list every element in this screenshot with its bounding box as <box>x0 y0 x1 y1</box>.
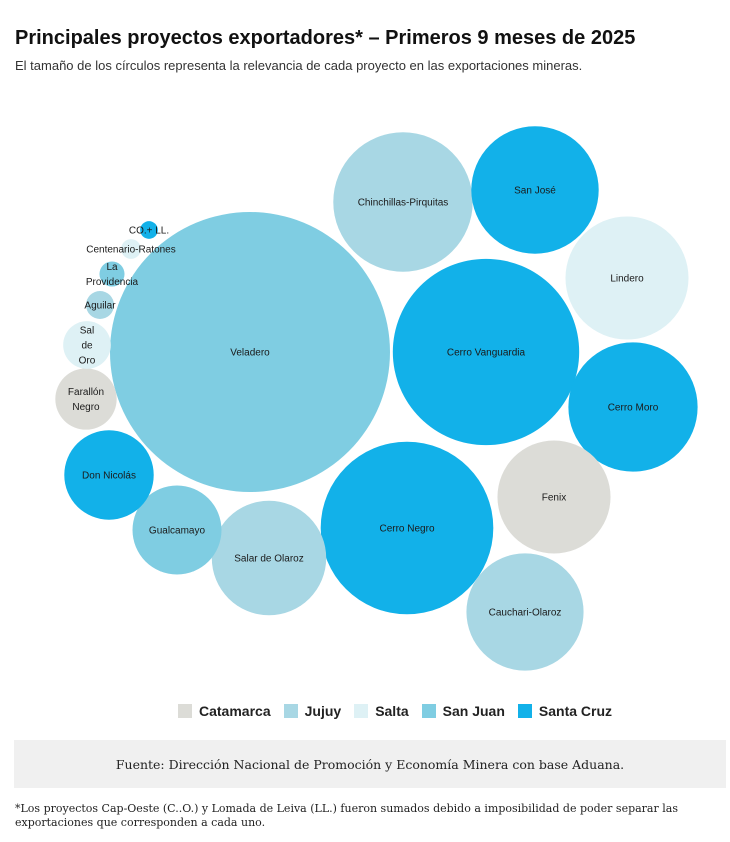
bubble-label-cerro-moro: Cerro Moro <box>608 403 659 414</box>
bubble-circle-lindero <box>565 216 689 340</box>
bubble-don-nicolas: Don Nicolás <box>64 430 154 520</box>
bubble-circle-centenario-ratones <box>121 239 141 259</box>
bubble-chart: Veladero Cerro Vanguardia Cerro Negro Chinc… <box>55 126 698 671</box>
bubble-label-veladero: Veladero <box>230 348 270 359</box>
bubble-label-farallon-negro: Farallón <box>68 387 104 398</box>
bubble-label-lindero: Lindero <box>610 274 644 285</box>
bubble-chinchillas-pirquitas: Chinchillas-Pirquitas <box>333 132 473 272</box>
legend-item-catamarca: Catamarca <box>178 703 271 719</box>
bubble-circle-co-ll <box>140 221 158 239</box>
bubble-sal-de-oro: Sal de Oro <box>63 321 111 369</box>
bubble-circle-farallon-negro <box>55 368 117 430</box>
legend-label-san-juan: San Juan <box>442 703 505 719</box>
bubble-cerro-moro: Cerro Moro <box>568 342 698 472</box>
bubble-circle-cauchari-olaroz <box>466 553 584 671</box>
source-text: Fuente: Dirección Nacional de Promoción … <box>115 756 625 772</box>
bubble-circle-aguilar <box>86 291 114 319</box>
bubble-fenix: Fenix <box>497 440 611 554</box>
legend-label-santa-cruz: Santa Cruz <box>538 703 613 719</box>
legend-swatch-jujuy <box>283 704 298 718</box>
legend-swatch-san-juan <box>421 704 436 718</box>
bubble-label-cauchari-olaroz: Cauchari-Olaroz <box>489 608 562 619</box>
chart-subtitle: El tamaño de los círculos representa la … <box>15 58 583 73</box>
bubble-label-farallon-negro: Negro <box>72 402 100 413</box>
bubble-circle-gualcamayo <box>132 485 222 575</box>
chart-title: Principales proyectos exportadores* – Pr… <box>15 27 636 49</box>
bubble-label-salar-de-olaroz: Salar de Olaroz <box>234 554 303 565</box>
bubble-label-cerro-negro: Cerro Negro <box>379 524 434 535</box>
bubble-circle-sal-de-oro <box>63 321 111 369</box>
bubble-san-jose: San José <box>471 126 599 254</box>
legend-label-salta: Salta <box>375 703 409 719</box>
legend-swatch-salta <box>354 704 369 718</box>
bubble-aguilar: Aguilar <box>84 291 116 319</box>
bubble-circle-salar-de-olaroz <box>211 500 327 616</box>
bubble-label-don-nicolas: Don Nicolás <box>82 471 136 482</box>
bubble-cerro-negro: Cerro Negro <box>320 441 494 615</box>
legend-item-jujuy: Jujuy <box>283 703 342 719</box>
bubble-label-chinchillas-pirquitas: Chinchillas-Pirquitas <box>358 198 449 209</box>
bubble-label-cerro-vanguardia: Cerro Vanguardia <box>447 348 526 359</box>
bubble-circle-cerro-vanguardia <box>392 258 580 446</box>
bubble-label-sal-de-oro: de <box>81 341 93 352</box>
bubble-circle-don-nicolas <box>64 430 154 520</box>
source-box: Fuente: Dirección Nacional de Promoción … <box>14 740 726 788</box>
bubble-gualcamayo: Gualcamayo <box>132 485 222 575</box>
legend-label-catamarca: Catamarca <box>199 703 271 719</box>
legend-item-salta: Salta <box>354 703 409 719</box>
legend-label-jujuy: Jujuy <box>304 703 342 719</box>
bubble-lindero: Lindero <box>565 216 689 340</box>
bubble-veladero: Veladero <box>110 212 390 492</box>
bubble-circle-cerro-moro <box>568 342 698 472</box>
legend-swatch-santa-cruz <box>517 704 532 718</box>
bubble-label-gualcamayo: Gualcamayo <box>149 526 206 537</box>
footnote: *Los proyectos Cap-Oeste (C..O.) y Lomad… <box>15 802 678 829</box>
bubble-label-san-jose: San José <box>514 186 556 197</box>
bubble-co-ll: CO.+ LL. <box>129 221 169 239</box>
bubble-farallon-negro: Farallón Negro <box>55 368 117 430</box>
bubble-salar-de-olaroz: Salar de Olaroz <box>211 500 327 616</box>
bubble-label-aguilar: Aguilar <box>84 301 116 312</box>
bubble-label-la-providencia: Providencia <box>86 277 139 288</box>
bubble-label-sal-de-oro: Sal <box>80 326 94 337</box>
legend-item-san-juan: San Juan <box>421 703 505 719</box>
bubble-circle-la-providencia <box>99 261 125 287</box>
bubble-cerro-vanguardia: Cerro Vanguardia <box>392 258 580 446</box>
bubble-cauchari-olaroz: Cauchari-Olaroz <box>466 553 584 671</box>
legend-item-santa-cruz: Santa Cruz <box>517 703 613 719</box>
bubble-label-la-providencia: La <box>106 262 118 273</box>
bubble-label-co-ll: CO.+ LL. <box>129 226 169 237</box>
legend: Catamarca Jujuy Salta San Juan Santa Cru… <box>178 703 625 719</box>
bubble-circle-chinchillas-pirquitas <box>333 132 473 272</box>
bubble-label-sal-de-oro: Oro <box>79 356 96 367</box>
bubble-circle-cerro-negro <box>320 441 494 615</box>
bubble-centenario-ratones: Centenario-Ratones <box>86 239 176 259</box>
bubble-label-fenix: Fenix <box>542 493 566 504</box>
bubble-circle-fenix <box>497 440 611 554</box>
bubble-la-providencia: La Providencia <box>86 261 139 288</box>
bubble-circle-san-jose <box>471 126 599 254</box>
bubble-label-centenario-ratones: Centenario-Ratones <box>86 245 176 256</box>
legend-swatch-catamarca <box>178 704 192 718</box>
bubble-circle-veladero <box>110 212 390 492</box>
